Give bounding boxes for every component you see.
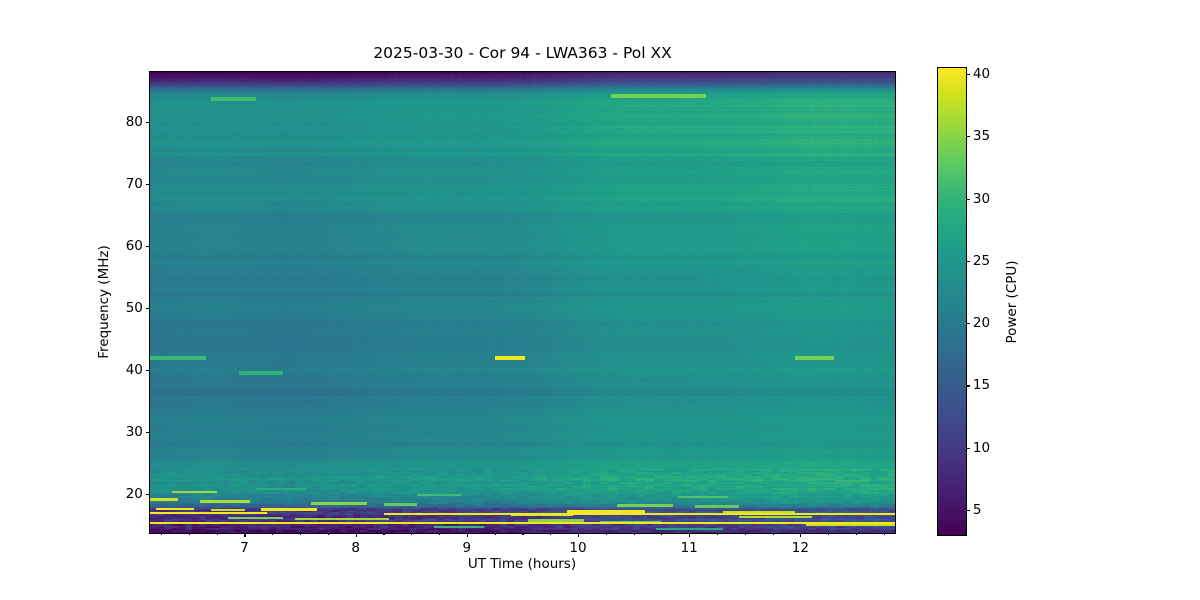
colorbar-gradient [937,67,966,535]
y-tick-mark [145,184,150,186]
x-minor-tick-mark [439,532,441,536]
colorbar-tick-label: 20 [972,315,991,332]
colorbar-tick-label: 35 [972,128,991,145]
x-tick-label: 8 [351,539,360,556]
x-minor-tick-mark [494,532,496,536]
x-minor-tick-mark [216,532,218,536]
x-tick-mark [800,532,802,537]
y-tick-label: 70 [125,176,143,193]
x-minor-tick-mark [383,532,385,536]
y-tick-mark [145,246,150,248]
x-tick-label: 10 [569,539,587,556]
y-tick-mark [145,122,150,124]
x-tick-mark [689,532,691,537]
colorbar-tick-label: 25 [972,252,991,269]
y-tick-mark [145,369,150,372]
y-tick-mark [145,493,150,495]
x-minor-tick-mark [716,532,719,536]
plot-title: 2025-03-30 - Cor 94 - LWA363 - Pol XX [373,44,672,62]
y-axis-label: Frequency (MHz) [96,245,112,359]
y-tick-label: 80 [125,114,143,131]
x-minor-tick-mark [327,532,329,536]
x-minor-tick-mark [188,532,190,536]
colorbar-tick-mark [965,136,970,138]
x-minor-tick-mark [633,532,635,536]
colorbar-tick-label: 5 [972,501,982,518]
y-tick-label: 50 [125,299,143,316]
colorbar-tick-mark [965,509,970,512]
y-tick-label: 20 [125,485,143,502]
y-tick-mark [145,431,150,433]
colorbar-label: Power (CPU) [1004,260,1020,344]
main-axes: 20 30 40 50 60 70 80 7 8 9 10 11 12 [126,70,896,556]
x-minor-tick-mark [300,532,302,536]
x-minor-tick-mark [828,532,830,536]
x-minor-tick-mark [855,532,858,536]
colorbar-tick-mark [965,447,970,449]
x-tick-label: 11 [680,539,698,556]
x-tick-mark [355,532,357,537]
x-minor-tick-mark [772,532,774,536]
y-tick-label: 40 [125,361,143,378]
colorbar-tick-label: 10 [972,439,991,456]
x-minor-tick-mark [522,532,524,536]
colorbar-tick-label: 40 [972,66,991,83]
y-tick-label: 60 [125,238,143,255]
x-tick-mark [466,532,468,537]
colorbar-tick-mark [965,260,970,263]
x-minor-tick-mark [661,532,663,536]
x-tick-mark [578,532,580,537]
x-minor-tick-mark [550,532,552,536]
x-minor-tick-mark [411,532,413,536]
x-minor-tick-mark [605,532,607,536]
x-tick-label: 9 [462,539,472,556]
x-minor-tick-mark [744,532,746,536]
colorbar-tick-mark [965,198,970,200]
x-minor-tick-mark [883,532,885,536]
y-tick-mark [145,307,150,310]
x-tick-label: 7 [240,539,249,556]
y-tick-label: 30 [125,423,143,440]
colorbar-tick-label: 15 [972,377,991,394]
colorbar-tick-label: 30 [972,190,991,207]
spectrogram-heatmap [149,71,895,533]
x-minor-tick-mark [161,532,163,536]
x-tick-label: 12 [791,539,809,556]
x-axis-label: UT Time (hours) [467,556,577,572]
colorbar: 5 10 15 20 25 30 35 40 [936,66,990,536]
x-minor-tick-mark [272,532,274,536]
colorbar-tick-mark [965,385,970,387]
colorbar-tick-mark [965,323,970,325]
x-tick-mark [244,532,246,537]
colorbar-tick-mark [965,74,970,76]
